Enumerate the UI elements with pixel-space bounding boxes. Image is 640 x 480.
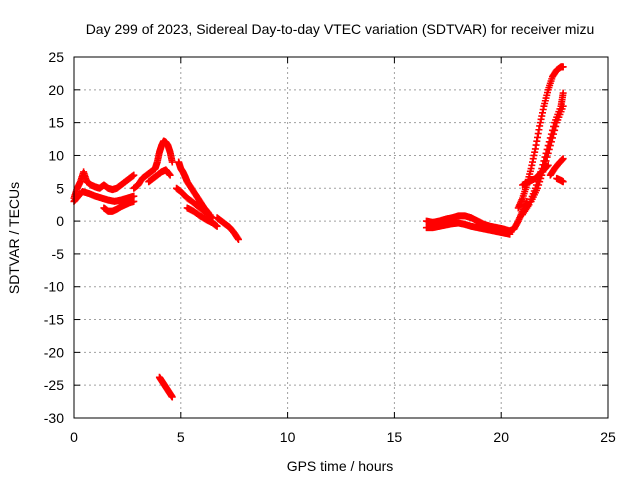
data-point <box>545 145 553 153</box>
series-arc-3 <box>145 166 174 186</box>
y-tick-label: -15 <box>44 312 64 328</box>
data-point <box>550 130 558 138</box>
data-point <box>535 181 543 189</box>
data-point <box>168 158 176 166</box>
chart-title: Day 299 of 2023, Sidereal Day-to-day VTE… <box>86 21 595 37</box>
data-point <box>544 149 552 157</box>
data-point <box>551 126 559 134</box>
series-arc-11 <box>514 63 567 212</box>
series-arc-6 <box>183 204 221 230</box>
y-tick-label: -10 <box>44 279 64 295</box>
data-point <box>506 230 514 238</box>
data-point <box>543 153 551 161</box>
data-point <box>234 235 242 243</box>
y-tick-label: -30 <box>44 410 64 426</box>
y-tick-label: 25 <box>48 49 64 65</box>
series-arc-1c <box>100 197 138 215</box>
data-point <box>546 142 554 150</box>
data-point <box>213 222 221 230</box>
data-point <box>543 162 551 170</box>
y-tick-label: 5 <box>56 180 64 196</box>
data-point <box>559 178 567 186</box>
data-point <box>130 171 138 179</box>
x-tick-label: 0 <box>70 429 78 445</box>
series-arc-1b <box>70 188 138 205</box>
y-tick-label: 15 <box>48 115 64 131</box>
data-point <box>559 89 567 97</box>
data-point <box>548 134 556 142</box>
series-arc-5 <box>173 184 217 222</box>
y-tick-label: 0 <box>56 213 64 229</box>
data-point <box>559 102 567 110</box>
series-arc-2 <box>130 137 176 192</box>
data-point <box>547 138 555 146</box>
plot-frame <box>73 56 609 419</box>
data-point <box>534 184 542 192</box>
x-tick-label: 10 <box>280 429 296 445</box>
y-tick-label: -20 <box>44 344 64 360</box>
series-arc-16 <box>553 174 567 186</box>
data-point <box>559 155 567 163</box>
data-marks <box>70 63 567 401</box>
data-point <box>542 157 550 165</box>
data-point <box>559 63 567 71</box>
data-point <box>552 122 560 130</box>
x-tick-label: 5 <box>177 429 185 445</box>
y-tick-label: -25 <box>44 377 64 393</box>
series-arc-7 <box>213 214 242 243</box>
data-point <box>168 393 176 401</box>
y-tick-label: 10 <box>48 147 64 163</box>
x-tick-label: 25 <box>600 429 616 445</box>
y-tick-label: -5 <box>52 246 65 262</box>
series-arc-15 <box>546 155 567 179</box>
y-tick-label: 20 <box>48 82 64 98</box>
x-tick-label: 20 <box>493 429 509 445</box>
series-arc-14 <box>519 161 552 189</box>
data-point <box>166 171 174 179</box>
data-point <box>536 178 544 186</box>
grid-lines <box>74 57 608 418</box>
series-arc-1a <box>70 168 138 202</box>
x-axis-label: GPS time / hours <box>287 458 394 474</box>
axis-ticks: 0 5 10 15 20 25 -30 -25 -20 -15 -10 -5 0 5 10 15 20 25 <box>44 49 616 445</box>
series-arc-10 <box>422 219 514 238</box>
y-axis-label: SDTVAR / TECUs <box>6 182 22 294</box>
data-point <box>544 161 552 169</box>
x-tick-label: 15 <box>387 429 403 445</box>
series-arc-8 <box>155 373 176 401</box>
data-point <box>130 197 138 205</box>
